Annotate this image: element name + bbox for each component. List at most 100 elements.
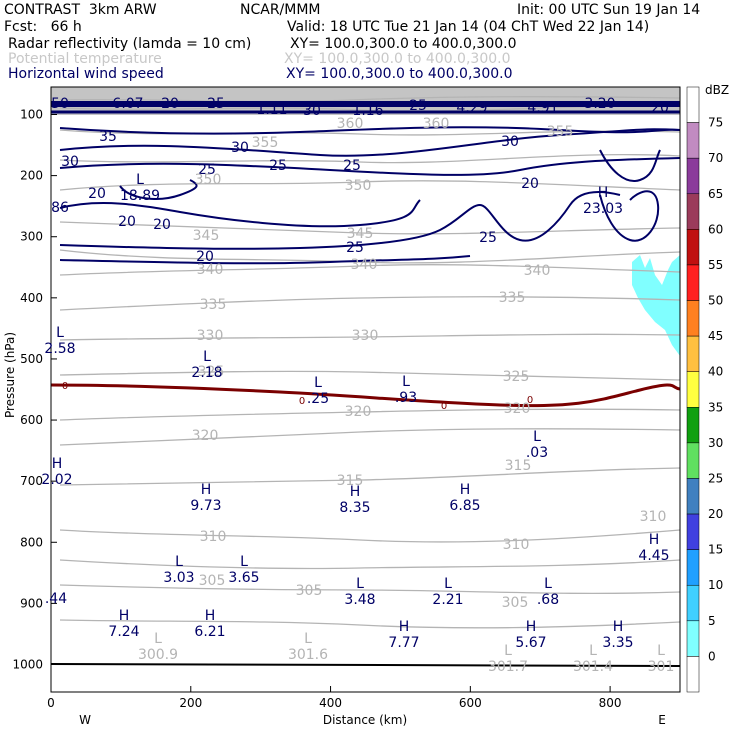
theta-contour-label: 320 — [345, 404, 372, 420]
wind-contour-label: 86 — [51, 200, 69, 216]
extremum-type: L — [314, 375, 322, 391]
y-tick-label: 500 — [20, 352, 43, 366]
extremum-marker: L3.65 — [228, 554, 259, 586]
extremum-type: H — [201, 482, 212, 498]
extremum-marker: H9.73 — [190, 482, 221, 514]
extremum-value: 9.73 — [190, 498, 221, 514]
extremum-type: L — [544, 576, 552, 592]
extremum-marker: .44 — [45, 591, 67, 607]
wind-contour-label: 30 — [303, 103, 321, 119]
extremum-type: L — [175, 554, 183, 570]
extremum-marker: L2.58 — [44, 325, 75, 357]
wind-contour-label: 25 — [269, 158, 287, 174]
west-label: W — [79, 713, 91, 727]
colorbar-swatch — [686, 584, 700, 622]
extremum-type: L — [402, 374, 410, 390]
ground-line — [51, 663, 680, 667]
x-tick-label: 800 — [599, 696, 622, 710]
extremum-marker: L18.89 — [120, 172, 160, 204]
extremum-value: .93 — [395, 390, 417, 406]
extremum-type: H — [460, 482, 471, 498]
colorbar-swatch — [686, 122, 700, 159]
colorbar-swatch — [686, 264, 700, 301]
field-reflectivity-xy: XY= 100.0,300.0 to 400.0,300.0 — [290, 36, 517, 52]
colorbar-swatch — [686, 86, 700, 123]
extremum-value: 5.67 — [515, 635, 546, 651]
theta-contours — [59, 96, 680, 629]
theta-contour-label: 330 — [197, 328, 224, 344]
extremum-type: L — [444, 576, 452, 592]
field-wind: Horizontal wind speed — [8, 66, 164, 82]
wind-contour-label: 25 — [207, 96, 225, 112]
forecast-hour: Fcst: 66 h — [4, 19, 82, 35]
theta-contour-label: 320 — [192, 428, 219, 444]
init-time: Init: 00 UTC Sun 19 Jan 14 — [517, 2, 701, 18]
theta-contour-label: 315 — [337, 473, 364, 489]
colorbar-label: 55 — [708, 258, 723, 272]
theta-contour-label: 330 — [352, 328, 379, 344]
wind-contour-label: 25 — [346, 240, 364, 256]
theta-contour-label: 310 — [503, 537, 530, 553]
extremum-value: 6.85 — [449, 498, 480, 514]
extremum-marker: L.03 — [526, 429, 548, 461]
extremum-value: 301.4 — [573, 659, 613, 675]
wind-contour-label: 3.20 — [584, 96, 615, 112]
extremum-type: L — [240, 554, 248, 570]
wind-contour-label: 35 — [99, 129, 117, 145]
extremum-type: L — [304, 631, 312, 647]
extremum-value: 301.7 — [488, 659, 528, 675]
extremum-type: H — [350, 484, 361, 500]
extremum-value: 2.58 — [44, 341, 75, 357]
theta-contour-label: 360 — [423, 116, 450, 132]
theta-contour-label: 310 — [640, 509, 667, 525]
colorbar-label: 65 — [708, 187, 723, 201]
colorbar-label: 25 — [708, 471, 723, 485]
extremum-type: L — [504, 643, 512, 659]
extremum-value: 23.03 — [583, 201, 623, 217]
colorbar-unit: dBZ — [705, 83, 729, 97]
extremum-value: 301.6 — [288, 647, 328, 663]
extremum-value: 3.48 — [344, 592, 375, 608]
theta-contour-label: 350 — [195, 172, 222, 188]
colorbar-label: 20 — [708, 507, 723, 521]
extremum-value: .44 — [45, 591, 67, 607]
zero-line-label: 0 — [299, 396, 305, 407]
extremum-type: L — [533, 429, 541, 445]
reflectivity-echo — [632, 255, 680, 356]
y-tick-label: 700 — [20, 474, 43, 488]
extremum-value: 300.9 — [138, 647, 178, 663]
y-tick-label: 400 — [20, 291, 43, 305]
extremum-type: L — [657, 643, 665, 659]
wind-contour-label: 4.29 — [456, 100, 487, 116]
colorbar-label: 30 — [708, 436, 723, 450]
extremum-value: .68 — [537, 592, 559, 608]
extremum-type: H — [52, 456, 63, 472]
extremum-type: L — [154, 631, 162, 647]
zero-line-label: 0 — [62, 381, 68, 392]
theta-contour-label: 320 — [504, 401, 531, 417]
extremum-type: H — [399, 619, 410, 635]
plot-frame — [50, 86, 681, 693]
field-theta: Potential temperature — [8, 51, 162, 67]
theta-contour-label: 335 — [200, 297, 227, 313]
valid-time: Valid: 18 UTC Tue 21 Jan 14 (04 ChT Wed … — [287, 19, 650, 35]
contour-labels: 50 6.07 20 25 1.11 30 1.16 25 4.29 4.91 3.20 20 35 30… — [41, 96, 674, 675]
wind-contour-label: 30 — [231, 140, 249, 156]
extremum-marker: L3.03 — [163, 554, 194, 586]
wind-contour-label: 30 — [61, 154, 79, 170]
zero-line-label: 0 — [441, 401, 447, 412]
colorbar-label: 45 — [708, 329, 723, 343]
colorbar-swatch — [686, 513, 700, 550]
extremum-value: 2.02 — [41, 472, 72, 488]
field-theta-xy: XY= 100.0,300.0 to 400.0,300.0 — [284, 51, 511, 67]
extremum-value: .03 — [526, 445, 548, 461]
y-axis: 100 200 300 400 500 600 700 800 900 1000 — [12, 108, 57, 672]
theta-contour-label: 355 — [547, 124, 574, 140]
model-title: CONTRAST 3km ARW — [4, 2, 157, 18]
extremum-type: L — [356, 576, 364, 592]
colorbar-swatch — [686, 335, 700, 372]
